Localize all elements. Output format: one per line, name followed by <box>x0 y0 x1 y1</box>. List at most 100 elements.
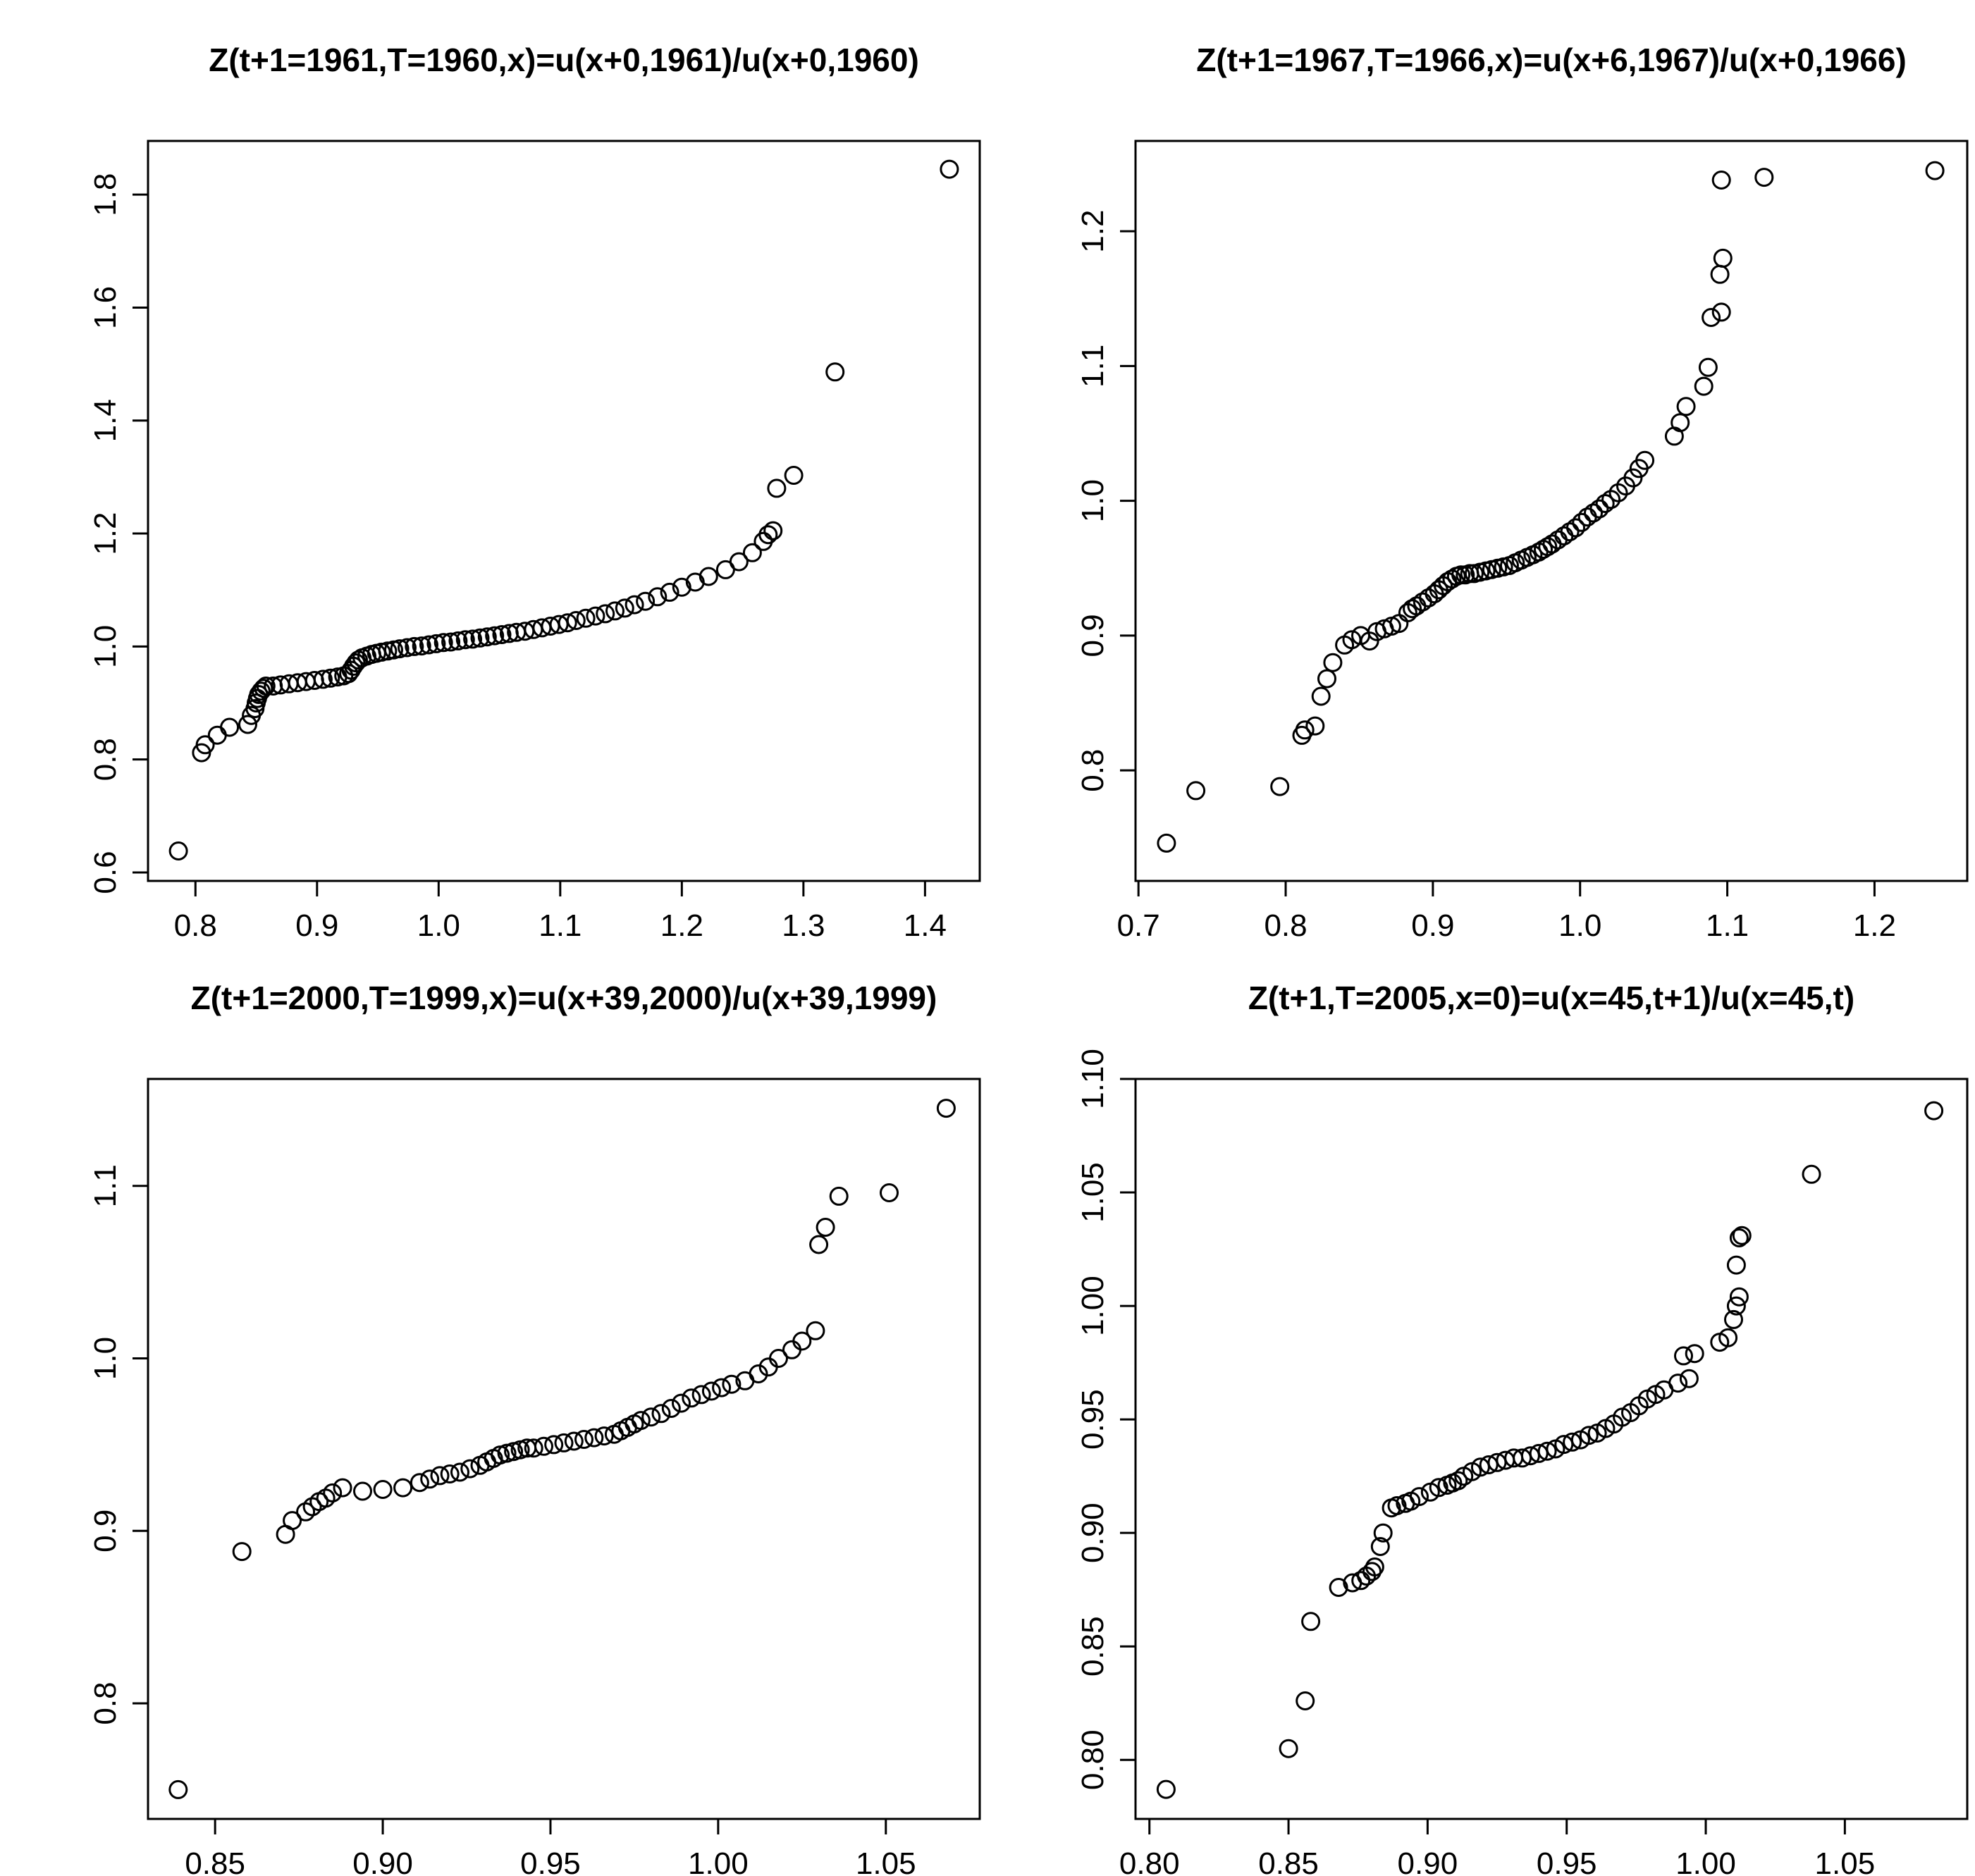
data-point <box>1329 1578 1348 1597</box>
data-point <box>558 613 577 633</box>
data-point <box>1323 653 1343 672</box>
data-point <box>651 1404 671 1424</box>
data-point <box>440 1464 460 1483</box>
data-point <box>448 631 468 650</box>
data-point <box>168 1779 188 1799</box>
data-point <box>238 715 257 734</box>
data-point <box>1595 494 1615 513</box>
scatter-plot: 0.8 0.9 1.0 1.1 1.2 1.3 1.4 0.6 0.8 1.0 1.2 1.4 1.6 1… <box>88 140 981 938</box>
data-point <box>1924 1101 1944 1121</box>
data-point <box>195 735 215 755</box>
data-point <box>1711 171 1731 190</box>
data-point <box>701 1381 721 1401</box>
data-point <box>321 668 340 688</box>
data-point <box>460 1459 480 1479</box>
data-point <box>566 611 586 630</box>
data-point <box>749 1364 768 1383</box>
data-point <box>398 638 417 658</box>
data-point <box>809 1235 829 1254</box>
data-point <box>510 1440 530 1460</box>
data-point <box>251 681 271 701</box>
y-tick-label: 1.10 <box>1076 1049 1110 1109</box>
data-point <box>769 1349 788 1368</box>
data-point <box>1711 302 1731 322</box>
data-point <box>1563 1432 1582 1452</box>
x-tick-label: 1.1 <box>539 908 582 938</box>
y-tick-label: 0.9 <box>88 1510 123 1553</box>
data-point <box>1410 1487 1429 1507</box>
x-tick-label: 1.2 <box>660 908 703 938</box>
data-point <box>373 1480 393 1499</box>
data-point <box>1726 1296 1746 1316</box>
scatter-plot: 0.80 0.85 0.90 0.95 1.00 1.05 0.80 0.85 0.90 0.95… <box>1076 1049 1969 1876</box>
x-tick-label: 1.2 <box>1853 908 1896 938</box>
x-tick-label: 1.4 <box>904 908 947 938</box>
data-point <box>784 466 804 485</box>
y-tick-label: 1.2 <box>1076 210 1110 253</box>
plot-box <box>147 1078 981 1820</box>
scatter-plot: 0.7 0.8 0.9 1.0 1.1 1.2 0.8 0.9 1.0 1.1 1.2 <box>1076 140 1969 938</box>
data-point <box>584 1428 604 1448</box>
y-tick-label: 0.9 <box>1076 614 1110 657</box>
data-point <box>492 625 512 644</box>
x-tick-label: 0.9 <box>295 908 338 938</box>
y-tick-label: 1.0 <box>1076 479 1110 522</box>
data-point <box>758 525 778 545</box>
data-point <box>782 1340 801 1359</box>
data-point <box>1754 168 1774 187</box>
data-point <box>470 628 490 648</box>
scatter-panel-2000: Z(t+1=2000,T=1999,x)=u(x+39,2000)/u(x+39… <box>0 938 987 1876</box>
data-point <box>641 1407 661 1427</box>
data-point <box>1572 512 1592 532</box>
data-point <box>1724 1309 1743 1329</box>
data-point <box>699 567 718 586</box>
y-tick-label: 1.1 <box>1076 345 1110 388</box>
data-point <box>524 1438 543 1458</box>
x-tick-label: 0.9 <box>1411 908 1454 938</box>
data-point <box>672 1393 691 1413</box>
data-point <box>371 642 391 662</box>
data-point <box>1442 569 1462 589</box>
data-point <box>1685 1344 1704 1364</box>
data-point <box>1296 1691 1315 1710</box>
data-point <box>450 1462 469 1482</box>
data-point <box>283 1511 302 1531</box>
data-point <box>1365 1557 1384 1576</box>
data-point <box>631 1411 651 1431</box>
data-point <box>497 1443 517 1463</box>
data-point <box>1403 599 1422 619</box>
data-point <box>1713 248 1733 268</box>
data-point <box>1726 1255 1746 1275</box>
data-point <box>554 1433 574 1452</box>
plot-box <box>147 140 981 882</box>
panel-title: Z(t+1=1967,T=1966,x)=u(x+6,1967)/u(x+0,1… <box>1196 42 1907 78</box>
x-tick-label: 1.3 <box>782 908 825 938</box>
data-point <box>207 725 227 745</box>
y-tick-label: 1.05 <box>1076 1162 1110 1223</box>
data-point <box>1601 490 1621 510</box>
data-point <box>1537 1441 1557 1461</box>
data-point <box>353 1481 372 1501</box>
y-tick-label: 1.4 <box>88 399 123 442</box>
data-point <box>433 633 453 653</box>
data-point <box>1694 376 1713 396</box>
data-point <box>1362 1562 1382 1581</box>
data-point <box>410 1473 429 1493</box>
data-point <box>313 669 333 689</box>
y-tick-label: 0.90 <box>1076 1502 1110 1563</box>
data-point <box>220 717 240 737</box>
data-point <box>615 598 634 618</box>
x-tick-label: 1.0 <box>417 908 460 938</box>
data-point <box>420 1469 440 1489</box>
data-point <box>1311 686 1331 706</box>
data-point <box>1579 1426 1599 1445</box>
data-point <box>430 1466 450 1486</box>
data-point <box>256 677 276 696</box>
data-point <box>722 1374 742 1394</box>
data-point <box>1451 565 1471 585</box>
data-point <box>625 595 644 615</box>
data-point <box>393 1478 413 1498</box>
data-point <box>1156 1779 1176 1799</box>
data-point <box>1671 413 1690 433</box>
y-tick-label: 0.95 <box>1076 1389 1110 1450</box>
